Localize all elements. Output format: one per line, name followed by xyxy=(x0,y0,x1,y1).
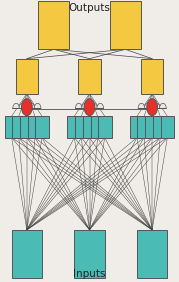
Circle shape xyxy=(21,99,32,116)
Bar xyxy=(78,59,101,94)
Bar xyxy=(83,116,96,138)
Bar xyxy=(137,116,151,138)
Bar xyxy=(74,230,105,278)
Polygon shape xyxy=(75,103,82,109)
Polygon shape xyxy=(19,103,26,109)
Bar xyxy=(28,116,42,138)
Polygon shape xyxy=(97,103,104,109)
Text: Outputs: Outputs xyxy=(69,3,110,14)
Circle shape xyxy=(84,99,95,116)
Circle shape xyxy=(147,99,158,116)
Bar xyxy=(98,116,112,138)
Polygon shape xyxy=(138,103,145,109)
Polygon shape xyxy=(28,103,35,109)
Bar xyxy=(110,1,141,49)
Polygon shape xyxy=(13,103,20,109)
Bar xyxy=(67,116,81,138)
Bar xyxy=(161,116,174,138)
Polygon shape xyxy=(34,103,41,109)
Polygon shape xyxy=(82,103,88,109)
Bar xyxy=(153,116,167,138)
Bar xyxy=(38,1,69,49)
Bar xyxy=(141,59,163,94)
Bar xyxy=(12,116,26,138)
Bar xyxy=(20,116,34,138)
Polygon shape xyxy=(91,103,97,109)
Bar xyxy=(35,116,49,138)
Bar xyxy=(145,116,159,138)
Bar xyxy=(16,59,38,94)
Bar xyxy=(137,230,167,278)
Bar xyxy=(91,116,104,138)
Bar xyxy=(130,116,144,138)
Bar xyxy=(75,116,88,138)
Bar xyxy=(5,116,18,138)
Polygon shape xyxy=(144,103,151,109)
Bar xyxy=(12,230,42,278)
Polygon shape xyxy=(159,103,166,109)
Polygon shape xyxy=(153,103,160,109)
Text: Inputs: Inputs xyxy=(73,268,106,279)
